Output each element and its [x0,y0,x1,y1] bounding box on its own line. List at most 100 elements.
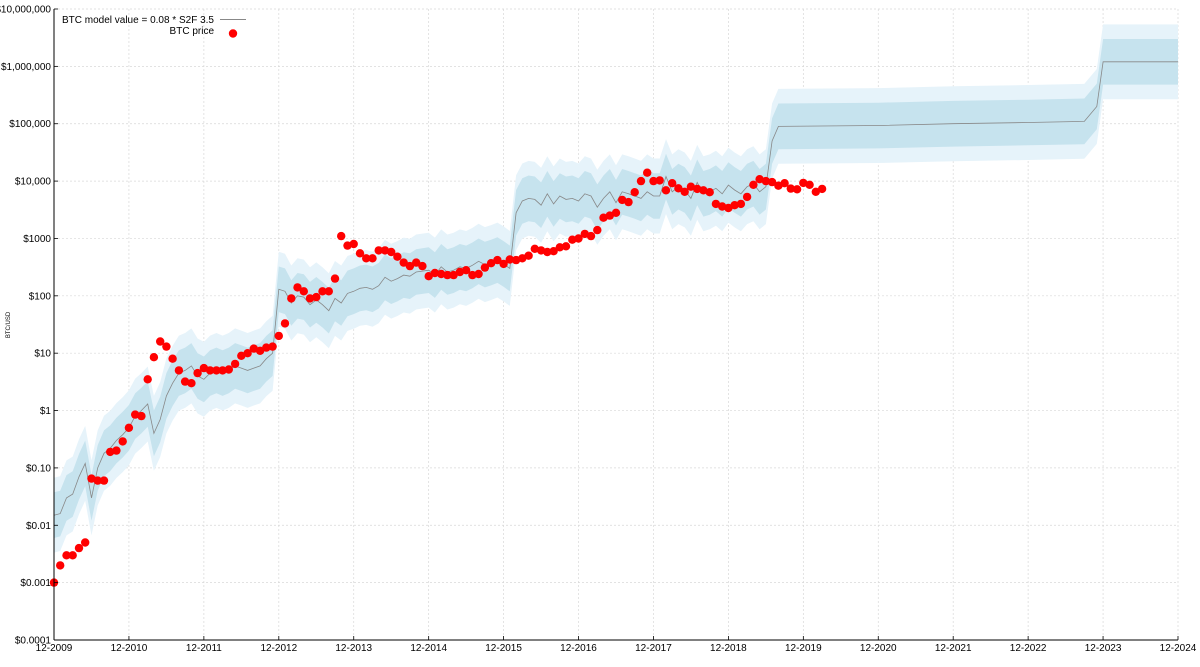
model-band-outer [54,24,1178,553]
price-point [399,258,408,267]
x-tick-label: 12-2017 [635,643,672,654]
price-point [549,247,558,256]
price-point [430,268,440,278]
x-tick-label: 12-2016 [560,643,597,654]
price-point [624,197,633,207]
model-band-inner [54,39,1178,538]
price-point [780,179,789,188]
price-point [649,176,658,186]
y-tick-label: $10,000 [15,177,52,188]
price-point [143,375,152,384]
price-point [543,247,552,257]
legend-point-swatch [228,29,238,38]
price-point [643,168,652,177]
price-point [118,437,127,446]
price-point [449,270,458,280]
price-point [56,561,65,570]
price-point [255,346,265,355]
price-point [437,269,446,279]
y-tick-label: $0.10 [26,463,51,474]
band-layer [54,24,1178,553]
price-point [480,263,490,272]
price-point [249,344,258,353]
price-point [149,353,159,362]
price-point [767,177,777,187]
y-tick-label: $100 [29,291,52,302]
price-point [68,551,77,560]
price-point [274,331,283,341]
price-point [262,343,271,352]
price-points-layer [49,168,827,587]
price-point [124,423,134,432]
price-point [230,359,240,369]
price-point [668,179,677,188]
x-tick-label: 12-2010 [111,643,148,654]
x-tick-label: 12-2013 [335,643,372,654]
price-point [280,319,290,328]
price-point [180,377,190,386]
price-point [574,234,583,243]
price-point [218,366,227,375]
y-tick-label: $10 [34,349,51,360]
price-point [524,251,533,260]
price-point [424,272,433,281]
price-point [493,255,502,265]
price-point [418,261,427,271]
price-point [355,249,365,258]
price-point [74,543,84,553]
price-point [636,176,646,186]
price-point [486,259,496,268]
price-point [305,294,315,303]
y-tick-label: $100,000 [9,119,51,130]
price-point [443,270,452,280]
price-point [374,246,383,255]
price-point [312,292,321,302]
price-point [805,180,814,189]
legend-label: BTC model value = 0.08 * S2F 3.5 [62,15,214,26]
x-tick-label: 12-2020 [860,643,897,654]
price-point [187,379,196,388]
price-point [349,239,358,249]
price-point [330,274,340,283]
price-point [337,231,346,241]
price-point [530,244,539,253]
x-tick-label: 12-2009 [36,643,73,654]
legend-label: BTC price [170,26,215,37]
price-point [268,342,277,351]
y-tick-label: $1000 [23,234,51,245]
price-point [811,187,820,196]
y-tick-label: $0.01 [26,521,51,532]
price-point [174,366,184,375]
price-point [730,201,739,210]
x-tick-label: 12-2019 [785,643,822,654]
y-tick-label: $0.0001 [15,636,52,647]
price-point [324,287,333,296]
price-point [137,411,146,421]
price-point [518,254,527,263]
price-point [655,176,664,185]
price-point [599,213,608,222]
price-point [412,258,421,267]
price-point [680,187,689,196]
x-tick-label: 12-2015 [485,643,522,654]
price-point [705,188,714,197]
price-point [99,476,109,485]
price-point [193,368,202,378]
x-tick-label: 12-2011 [186,643,222,654]
price-point [237,351,246,360]
price-point [611,208,621,217]
price-point [299,287,308,296]
price-point [168,354,177,363]
y-axis-title: BTC/USD [6,311,12,338]
price-point [699,186,708,195]
price-point [156,337,165,346]
price-point [474,269,483,279]
x-tick-label: 12-2023 [1085,643,1122,654]
price-point [742,192,752,202]
price-point [362,254,371,263]
price-point [761,176,771,186]
price-point [674,184,683,193]
price-point [287,294,296,303]
x-tick-label: 12-2014 [410,643,447,654]
